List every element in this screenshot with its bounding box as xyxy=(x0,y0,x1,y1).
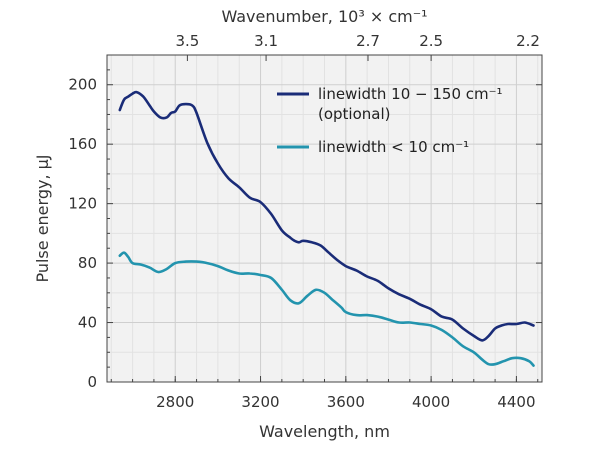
series-group xyxy=(118,90,535,367)
x-tick-label: 2800 xyxy=(156,393,194,411)
x-tick-label: 4400 xyxy=(497,393,535,411)
series-line-2 xyxy=(118,251,535,367)
legend-label-1: linewidth 10 − 150 cm⁻¹ xyxy=(318,85,503,103)
x-tick-label: 4000 xyxy=(412,393,450,411)
top-tick-label: 2.7 xyxy=(356,32,380,50)
top-tick-label: 3.5 xyxy=(175,32,199,50)
y-axis-title: Pulse energy, µJ xyxy=(33,154,52,282)
series-line-1 xyxy=(118,90,535,342)
axis-ticks: 2800 3200 3600 4000 4400 0 40 80 120 160 200 3.5 3.1… xyxy=(68,32,542,411)
top-tick-label: 3.1 xyxy=(254,32,278,50)
x-axis-title: Wavelength, nm xyxy=(259,422,390,441)
y-tick-label: 160 xyxy=(68,135,97,153)
top-tick-label: 2.2 xyxy=(516,32,540,50)
legend-label-2: linewidth < 10 cm⁻¹ xyxy=(318,138,469,156)
y-tick-label: 80 xyxy=(78,254,97,272)
legend: linewidth 10 − 150 cm⁻¹ (optional) linewid… xyxy=(277,85,503,156)
top-axis-title: Wavenumber, 10³ × cm⁻¹ xyxy=(221,7,427,26)
y-tick-label: 120 xyxy=(68,195,97,213)
x-tick-label: 3200 xyxy=(241,393,279,411)
y-tick-label: 0 xyxy=(87,373,97,391)
y-tick-label: 40 xyxy=(78,314,97,332)
legend-label-1: (optional) xyxy=(318,105,391,123)
y-tick-label: 200 xyxy=(68,76,97,94)
top-tick-label: 2.5 xyxy=(419,32,443,50)
x-tick-label: 3600 xyxy=(327,393,365,411)
